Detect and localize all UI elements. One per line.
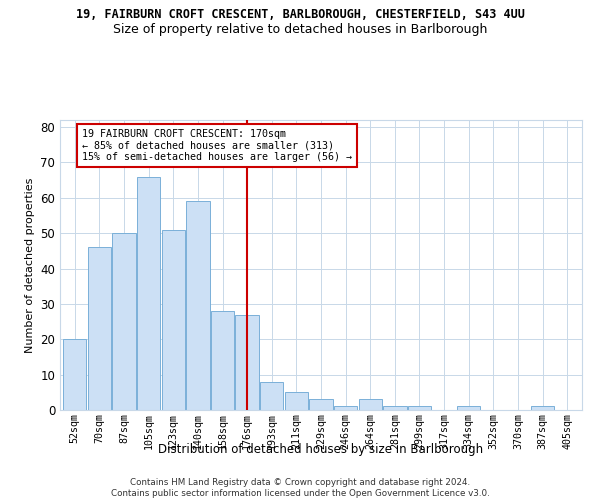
- Bar: [284, 392, 308, 410]
- Bar: [457, 406, 481, 410]
- Bar: [186, 202, 209, 410]
- Bar: [334, 406, 358, 410]
- Text: Contains HM Land Registry data © Crown copyright and database right 2024.
Contai: Contains HM Land Registry data © Crown c…: [110, 478, 490, 498]
- Bar: [211, 311, 234, 410]
- Bar: [112, 233, 136, 410]
- Bar: [235, 314, 259, 410]
- Text: 19 FAIRBURN CROFT CRESCENT: 170sqm
← 85% of detached houses are smaller (313)
15: 19 FAIRBURN CROFT CRESCENT: 170sqm ← 85%…: [82, 129, 352, 162]
- Bar: [408, 406, 431, 410]
- Bar: [260, 382, 283, 410]
- Bar: [88, 248, 111, 410]
- Bar: [310, 400, 332, 410]
- Text: 19, FAIRBURN CROFT CRESCENT, BARLBOROUGH, CHESTERFIELD, S43 4UU: 19, FAIRBURN CROFT CRESCENT, BARLBOROUGH…: [76, 8, 524, 20]
- Bar: [63, 340, 86, 410]
- Bar: [137, 176, 160, 410]
- Bar: [383, 406, 407, 410]
- Text: Distribution of detached houses by size in Barlborough: Distribution of detached houses by size …: [158, 442, 484, 456]
- Text: Size of property relative to detached houses in Barlborough: Size of property relative to detached ho…: [113, 22, 487, 36]
- Y-axis label: Number of detached properties: Number of detached properties: [25, 178, 35, 352]
- Bar: [161, 230, 185, 410]
- Bar: [359, 400, 382, 410]
- Bar: [531, 406, 554, 410]
